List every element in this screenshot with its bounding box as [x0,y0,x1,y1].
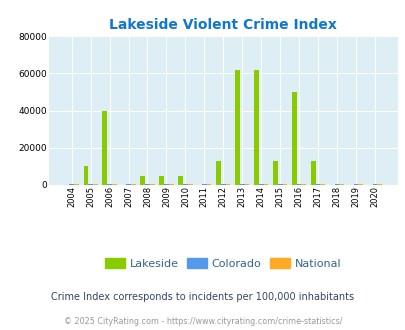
Bar [263,184,268,185]
Bar [183,184,187,185]
Bar [339,184,343,185]
Bar [74,184,79,185]
Bar [334,184,339,185]
Bar [376,184,381,185]
Bar [112,184,116,185]
Bar [239,184,244,185]
Bar [126,184,130,185]
Bar [168,184,173,185]
Bar [130,184,135,185]
Bar [291,92,296,185]
Text: Crime Index corresponds to incidents per 100,000 inhabitants: Crime Index corresponds to incidents per… [51,292,354,302]
Bar [372,184,376,185]
Bar [102,111,107,185]
Bar [353,184,358,185]
Bar [234,70,239,185]
Bar [88,184,93,185]
Bar [149,184,154,185]
Bar [215,161,220,185]
Bar [206,184,211,185]
Bar [358,184,362,185]
Bar [320,184,324,185]
Bar [277,184,282,185]
Text: © 2025 CityRating.com - https://www.cityrating.com/crime-statistics/: © 2025 CityRating.com - https://www.city… [64,317,341,326]
Bar [187,184,192,185]
Bar [83,166,88,185]
Bar [310,161,315,185]
Bar [164,184,168,185]
Legend: Lakeside, Colorado, National: Lakeside, Colorado, National [102,256,343,271]
Bar [258,184,263,185]
Bar [145,184,149,185]
Bar [69,184,74,185]
Bar [296,184,301,185]
Bar [159,176,164,185]
Bar [201,184,206,185]
Bar [107,184,112,185]
Bar [93,184,98,185]
Bar [225,184,230,185]
Bar [301,184,305,185]
Bar [178,176,183,185]
Bar [254,70,258,185]
Bar [220,184,225,185]
Title: Lakeside Violent Crime Index: Lakeside Violent Crime Index [109,18,337,32]
Bar [244,184,249,185]
Bar [273,161,277,185]
Bar [282,184,287,185]
Bar [315,184,320,185]
Bar [140,176,145,185]
